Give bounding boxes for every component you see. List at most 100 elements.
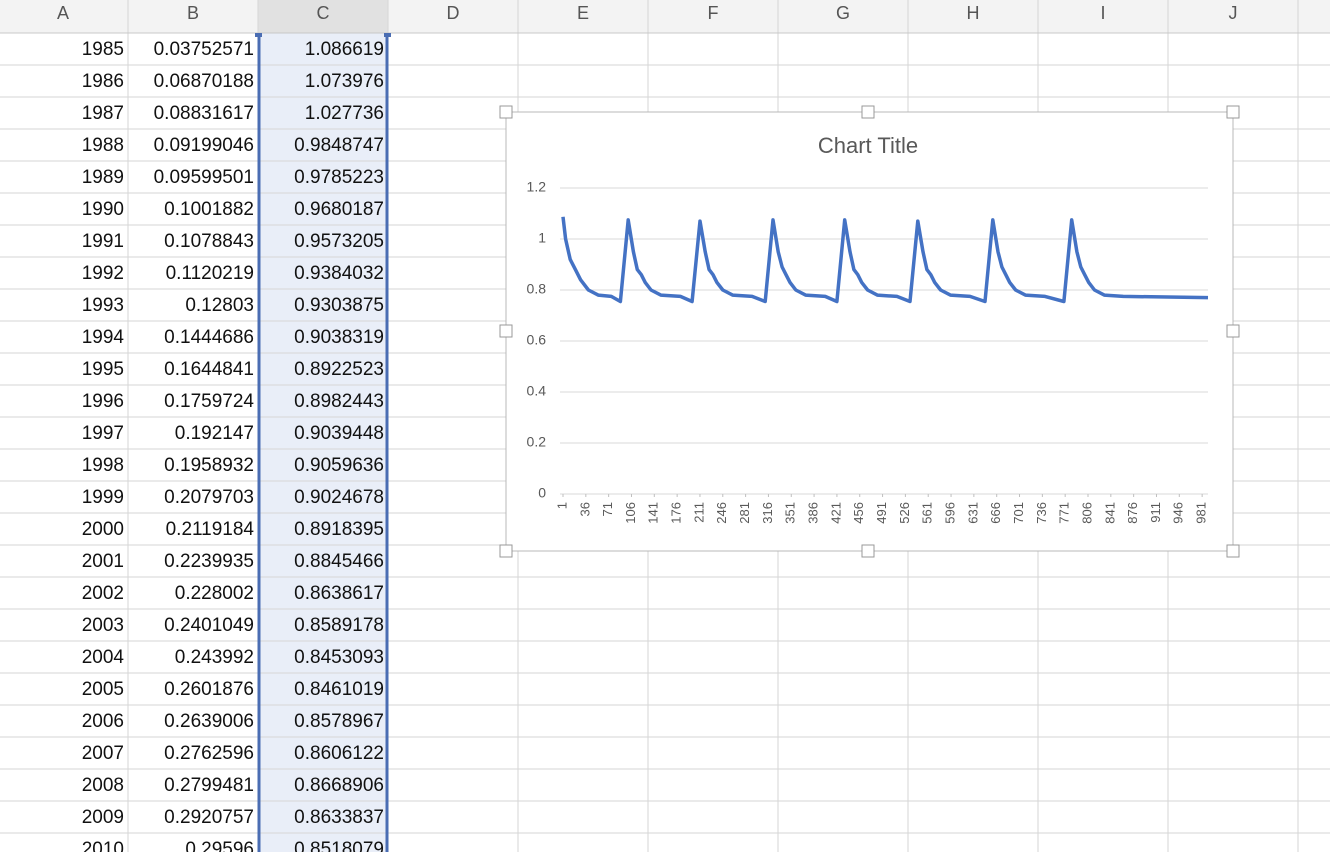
cell-text: 2001 bbox=[82, 551, 124, 572]
column-header: C bbox=[317, 3, 330, 23]
cell-text: 2004 bbox=[82, 647, 125, 668]
cell-text: 0.09599501 bbox=[154, 167, 254, 188]
cell-text: 0.8633837 bbox=[294, 807, 384, 828]
cell-text: 1996 bbox=[82, 391, 124, 412]
resize-handle[interactable] bbox=[1226, 544, 1240, 558]
selection-handle bbox=[255, 33, 262, 37]
resize-handle[interactable] bbox=[499, 105, 513, 119]
cell-text: 0.9039448 bbox=[294, 423, 384, 444]
resize-handle[interactable] bbox=[499, 324, 513, 338]
cell-text: 0.8518079 bbox=[294, 839, 384, 852]
chart[interactable]: Chart Title 0 0.2 0.4 0.6 0.8 1 1.2 1 36 71 106 141… bbox=[499, 105, 1240, 558]
x-tick-label: 911 bbox=[1148, 502, 1163, 523]
x-tick-label: 36 bbox=[577, 502, 592, 516]
cell-text: 1993 bbox=[82, 295, 124, 316]
cell-text: 0.1078843 bbox=[164, 231, 254, 252]
cell-text: 0.9038319 bbox=[294, 327, 384, 348]
cell-text: 1995 bbox=[82, 359, 124, 380]
x-tick-label: 946 bbox=[1171, 502, 1186, 524]
x-tick-label: 316 bbox=[760, 502, 775, 524]
cell-text: 2010 bbox=[82, 839, 124, 852]
y-tick-label: 0 bbox=[538, 485, 546, 501]
column-header-bar bbox=[0, 0, 1330, 33]
cell-text: 0.2920757 bbox=[164, 807, 254, 828]
cell-text: 0.9573205 bbox=[294, 231, 384, 252]
column-header: A bbox=[57, 3, 69, 23]
cell-text: 1992 bbox=[82, 263, 124, 284]
cell-text: 1986 bbox=[82, 71, 124, 92]
column-header: G bbox=[836, 3, 850, 23]
cell-text: 1998 bbox=[82, 455, 124, 476]
cell-text: 1999 bbox=[82, 487, 124, 508]
cell-text: 0.2762596 bbox=[164, 743, 254, 764]
column-header: D bbox=[447, 3, 460, 23]
resize-handle[interactable] bbox=[861, 544, 875, 558]
cell-text: 0.1644841 bbox=[164, 359, 254, 380]
cell-text: 0.2601876 bbox=[164, 679, 254, 700]
resize-handle[interactable] bbox=[861, 105, 875, 119]
cell-text: 0.8845466 bbox=[294, 551, 384, 572]
cell-text: 0.9303875 bbox=[294, 295, 384, 316]
cell-text: 2007 bbox=[82, 743, 124, 764]
cell-text: 0.8461019 bbox=[294, 679, 384, 700]
cell-text: 0.1001882 bbox=[164, 199, 254, 220]
y-tick-label: 0.2 bbox=[527, 434, 547, 450]
resize-handle[interactable] bbox=[1226, 324, 1240, 338]
cell-text: 1991 bbox=[82, 231, 124, 252]
cell-text: 1990 bbox=[82, 199, 124, 220]
cell-text: 1987 bbox=[82, 103, 124, 124]
x-tick-label: 526 bbox=[897, 502, 912, 524]
cell-text: 0.06870188 bbox=[154, 71, 254, 92]
cell-text: 0.12803 bbox=[185, 295, 254, 316]
x-tick-label: 211 bbox=[691, 502, 706, 523]
x-tick-label: 491 bbox=[874, 502, 889, 524]
cell-text: 0.8668906 bbox=[294, 775, 384, 796]
resize-handle[interactable] bbox=[1226, 105, 1240, 119]
cell-text: 0.9059636 bbox=[294, 455, 384, 476]
cell-text: 0.8578967 bbox=[294, 711, 384, 732]
cell-text: 0.9785223 bbox=[294, 167, 384, 188]
x-tick-label: 246 bbox=[714, 502, 729, 524]
cell-text: 1997 bbox=[82, 423, 124, 444]
column-header: F bbox=[708, 3, 719, 23]
cell-text: 1994 bbox=[82, 327, 125, 348]
cell-text: 2009 bbox=[82, 807, 124, 828]
cell-text: 0.8982443 bbox=[294, 391, 384, 412]
x-tick-label: 281 bbox=[737, 502, 752, 524]
column-header: E bbox=[577, 3, 589, 23]
cell-text: 0.2119184 bbox=[166, 519, 255, 540]
cell-text: 0.192147 bbox=[175, 423, 254, 444]
cell-text: 0.8606122 bbox=[294, 743, 384, 764]
cell-text: 2008 bbox=[82, 775, 124, 796]
cell-text: 0.1958932 bbox=[164, 455, 254, 476]
cell-text: 0.9384032 bbox=[294, 263, 384, 284]
cell-text: 0.8918395 bbox=[294, 519, 384, 540]
y-tick-label: 1 bbox=[538, 230, 546, 246]
x-tick-label: 1 bbox=[554, 502, 569, 509]
cell-text: 2005 bbox=[82, 679, 124, 700]
x-tick-label: 981 bbox=[1194, 502, 1209, 524]
y-tick-label: 1.2 bbox=[527, 179, 547, 195]
cell-text: 0.03752571 bbox=[154, 39, 254, 60]
cell-text: 0.9680187 bbox=[294, 199, 384, 220]
x-tick-label: 771 bbox=[1057, 502, 1072, 524]
cell-text: 0.2079703 bbox=[164, 487, 254, 508]
y-tick-label: 0.8 bbox=[527, 281, 547, 297]
y-tick-label: 0.6 bbox=[527, 332, 547, 348]
cell-text: 1.027736 bbox=[305, 103, 384, 124]
x-tick-label: 386 bbox=[806, 502, 821, 524]
selection-handle bbox=[384, 33, 391, 37]
resize-handle[interactable] bbox=[499, 544, 513, 558]
cell-text: 0.2639006 bbox=[164, 711, 254, 732]
x-tick-label: 71 bbox=[600, 502, 615, 516]
chart-frame[interactable] bbox=[505, 111, 1234, 552]
cell-text: 1988 bbox=[82, 135, 124, 156]
cell-text: 0.2799481 bbox=[164, 775, 254, 796]
cell-text: 1985 bbox=[82, 39, 124, 60]
cell-text: 0.29596 bbox=[185, 839, 254, 852]
cell-text: 0.08831617 bbox=[154, 103, 254, 124]
x-tick-label: 631 bbox=[965, 502, 980, 524]
cell-text: 2000 bbox=[82, 519, 124, 540]
cell-text: 1989 bbox=[82, 167, 124, 188]
